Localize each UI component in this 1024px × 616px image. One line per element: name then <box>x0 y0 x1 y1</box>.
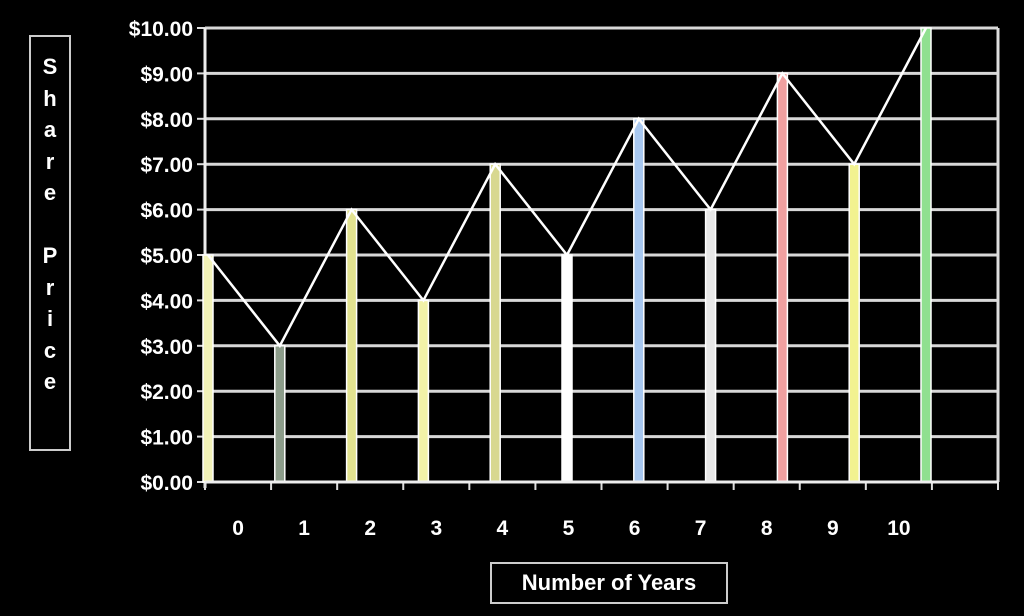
y-tick-label: $4.00 <box>140 290 193 313</box>
y-axis-label-letter: r <box>45 274 55 300</box>
y-axis-label-letter: S <box>42 54 58 79</box>
bar <box>202 254 214 483</box>
bar <box>704 208 717 483</box>
x-tick-label: 8 <box>761 517 773 540</box>
y-axis-label-letter: r <box>45 148 55 174</box>
bar <box>417 299 430 483</box>
bar <box>561 254 573 483</box>
x-tick-label: 5 <box>563 517 575 540</box>
x-axis-label: Number of Years <box>490 562 728 604</box>
y-tick-label: $8.00 <box>140 109 193 132</box>
x-tick-label: 7 <box>695 517 707 540</box>
bar <box>776 72 789 483</box>
y-tick-label: $5.00 <box>140 245 193 268</box>
y-axis-label-letter: a <box>43 117 57 142</box>
x-tick-label: 10 <box>887 517 910 540</box>
x-tick-label: 1 <box>298 517 310 540</box>
bar <box>489 163 501 483</box>
x-tick-label: 3 <box>430 517 442 540</box>
bar <box>920 27 932 483</box>
price-line <box>207 27 928 349</box>
y-tick-label: $9.00 <box>140 63 193 86</box>
y-tick-label: $6.00 <box>140 200 193 223</box>
y-tick-label: $7.00 <box>140 154 193 177</box>
x-tick-label: 4 <box>497 517 509 540</box>
y-axis-label-letter: h <box>43 85 57 111</box>
y-tick-label: $0.00 <box>140 472 193 495</box>
bar <box>633 118 645 483</box>
x-tick-label: 9 <box>827 517 839 540</box>
x-tick-label: 0 <box>232 517 244 540</box>
y-axis-label-letter <box>31 209 69 241</box>
y-axis-label-letter: c <box>43 337 57 363</box>
y-axis-label-letter: e <box>43 369 57 394</box>
x-tick-label: 2 <box>364 517 376 540</box>
y-axis-label-letter: P <box>42 243 58 268</box>
y-tick-label: $1.00 <box>140 427 193 450</box>
y-tick-label: $2.00 <box>140 381 193 404</box>
y-tick-label: $3.00 <box>140 336 193 359</box>
bar <box>345 208 358 483</box>
bar <box>848 163 860 483</box>
bar <box>274 345 286 483</box>
y-axis-label-letter: e <box>43 180 57 205</box>
y-axis-label-letter: i <box>46 306 54 331</box>
y-tick-label: $10.00 <box>129 18 193 41</box>
x-tick-label: 6 <box>629 517 641 540</box>
